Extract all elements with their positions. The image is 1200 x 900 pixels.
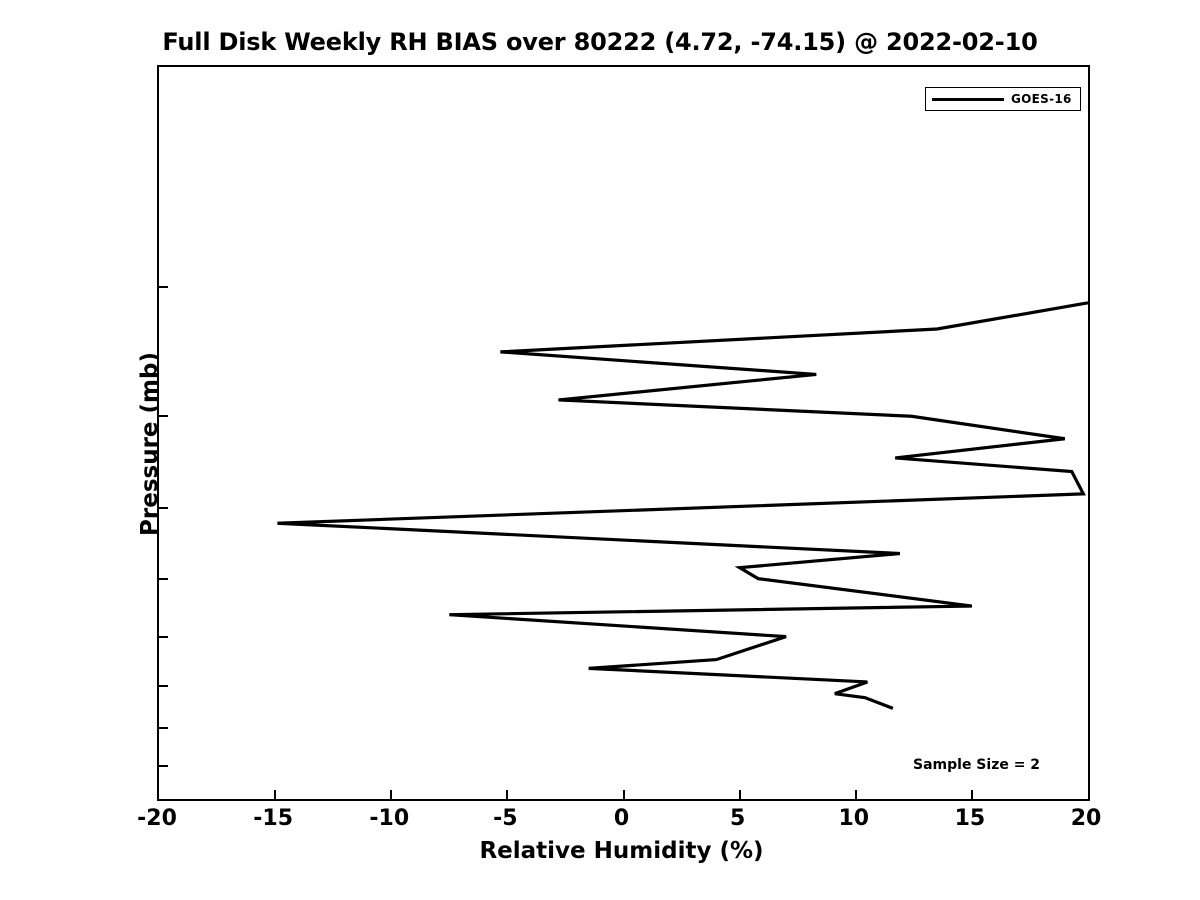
x-tick-label: -15 — [253, 806, 293, 831]
x-tick-label: 10 — [838, 806, 870, 831]
legend-label-goes-16: GOES-16 — [1011, 92, 1072, 106]
y-tick-mark — [159, 684, 168, 687]
series-line-goes-16 — [277, 301, 1089, 710]
x-tick-mark — [738, 790, 741, 799]
y-tick-mark — [159, 635, 168, 638]
x-tick-label: 20 — [1070, 806, 1102, 831]
y-tick-mark — [159, 727, 168, 730]
x-tick-mark — [622, 790, 625, 799]
x-tick-mark — [970, 790, 973, 799]
chart-title: Full Disk Weekly RH BIAS over 80222 (4.7… — [162, 28, 1038, 56]
y-tick-mark — [159, 577, 168, 580]
x-tick-label: -20 — [137, 806, 177, 831]
y-tick-mark — [159, 506, 168, 509]
legend-line-swatch — [932, 97, 1004, 101]
x-tick-mark — [506, 790, 509, 799]
y-tick-mark — [159, 764, 168, 767]
x-tick-label: 0 — [613, 806, 630, 831]
y-tick-mark — [159, 415, 168, 418]
x-tick-label: -5 — [493, 806, 518, 831]
x-tick-mark — [390, 790, 393, 799]
x-tick-mark — [854, 790, 857, 799]
y-tick-mark — [159, 286, 168, 289]
x-tick-label: 5 — [729, 806, 746, 831]
chart-legend: GOES-16 — [925, 87, 1081, 111]
plot-area — [157, 65, 1090, 801]
x-tick-mark — [274, 790, 277, 799]
data-plot-svg — [277, 301, 1089, 710]
x-axis-label: Relative Humidity (%) — [479, 838, 764, 864]
x-tick-label: -10 — [369, 806, 410, 831]
x-tick-label: 15 — [954, 806, 986, 831]
sample-size-annotation: Sample Size = 2 — [913, 757, 1041, 773]
